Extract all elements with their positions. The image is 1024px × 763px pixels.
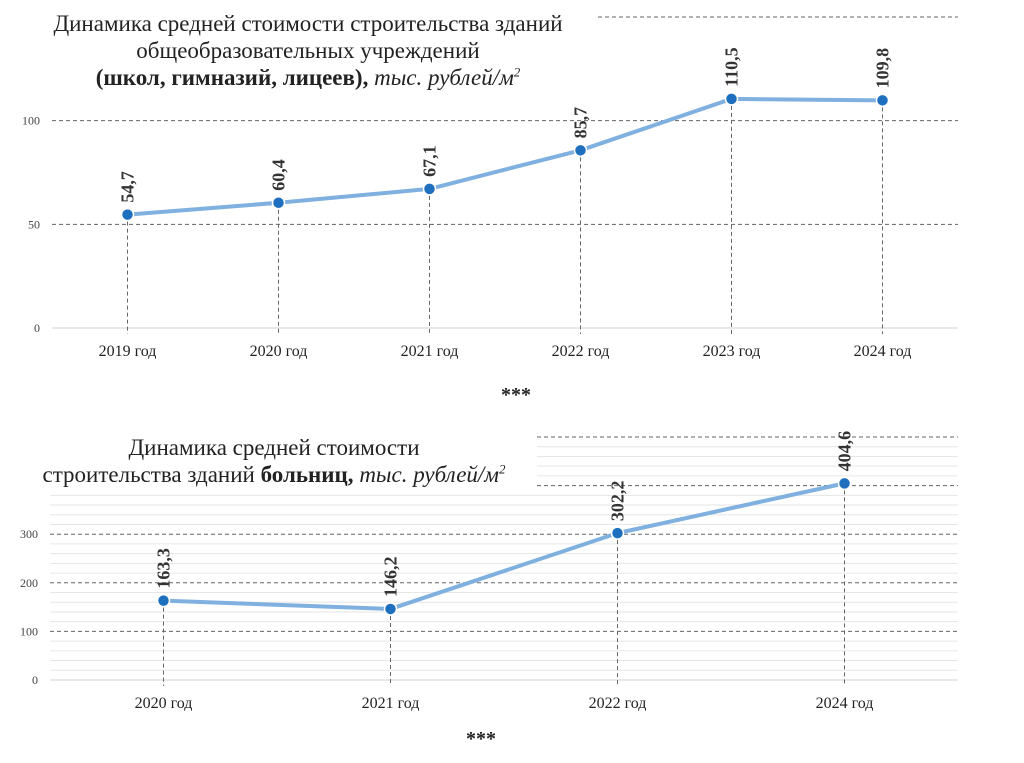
chart-schools-series-line — [125, 96, 885, 217]
chart-hospitals-series-line — [161, 481, 847, 611]
chart-schools-y-tick: 0 — [34, 321, 40, 335]
chart-schools-title-line3: (школ, гимназий, лицеев), тыс. рублей/м2 — [22, 64, 594, 91]
separator-2: *** — [466, 728, 496, 750]
chart-hospitals-data-point — [383, 602, 398, 616]
chart-schools-data-label: 85,7 — [571, 107, 591, 139]
chart-schools-data-label: 54,7 — [118, 171, 138, 203]
chart-schools-title-sup: 2 — [513, 64, 521, 80]
chart-schools-data-point — [120, 207, 135, 222]
separator-1: *** — [501, 384, 531, 406]
chart-hospitals-title-unit: тыс. рублей/м — [359, 462, 499, 488]
chart-schools-data-point — [271, 196, 286, 210]
chart-schools: 0 50 100 2019 год 2020 год 2021 год 2022 год 20… — [22, 16, 958, 360]
chart-hospitals-y-tick: 100 — [20, 624, 38, 638]
chart-schools-title: Динамика средней стоимости строительства… — [20, 10, 596, 96]
chart-hospitals-y-tick: 0 — [32, 673, 38, 687]
chart-schools-data-label: 110,5 — [722, 47, 742, 87]
chart-hospitals-data-point — [156, 593, 171, 608]
chart-hospitals-title-line1: Динамика средней стоимости — [128, 435, 420, 460]
chart-schools-category-label: 2022 год — [552, 343, 610, 360]
chart-hospitals-title-bold: больниц, — [260, 462, 354, 488]
chart-hospitals-y-tick: 200 — [20, 576, 38, 590]
chart-hospitals-category-label: 2021 год — [362, 695, 420, 712]
chart-schools-y-tick: 50 — [28, 217, 40, 231]
chart-hospitals-title-plain: строительства зданий — [42, 462, 261, 488]
chart-hospitals-data-label: 146,2 — [381, 556, 401, 597]
chart-schools-title-bold: (школ, гимназий, лицеев), — [95, 65, 369, 91]
chart-hospitals: 0 100 200 300 2020 год 2021 год 2022 год 2024 г… — [20, 431, 958, 712]
chart-hospitals-title: Динамика средней стоимости строительства… — [14, 434, 534, 493]
chart-schools-data-label: 109,8 — [873, 48, 893, 89]
chart-schools-category-label: 2023 год — [703, 343, 761, 360]
chart-schools-category-label: 2019 год — [99, 343, 157, 360]
chart-hospitals-data-point — [610, 526, 625, 540]
chart-hospitals-category-label: 2024 год — [816, 695, 874, 712]
chart-schools-title-line2: общеобразовательных учреждений — [136, 38, 480, 64]
chart-hospitals-data-point — [837, 476, 852, 491]
chart-schools-data-label: 60,4 — [269, 159, 289, 191]
chart-hospitals-y-tick: 300 — [20, 527, 38, 541]
chart-schools-title-line1: Динамика средней стоимости строительства… — [53, 11, 563, 36]
chart-schools-data-point — [422, 182, 437, 196]
chart-schools-data-point — [573, 143, 588, 158]
chart-schools-category-label: 2024 год — [854, 343, 912, 360]
chart-hospitals-title-sup: 2 — [499, 461, 506, 477]
chart-hospitals-data-label: 163,3 — [154, 548, 174, 589]
chart-hospitals-data-label: 404,6 — [835, 431, 855, 472]
chart-schools-title-unit: тыс. рублей/м — [374, 65, 514, 91]
chart-schools-data-point — [724, 92, 739, 106]
chart-schools-data-point — [875, 93, 890, 108]
chart-hospitals-category-label: 2020 год — [135, 695, 193, 712]
chart-hospitals-data-label: 302,2 — [608, 481, 628, 522]
chart-schools-category-label: 2020 год — [250, 343, 308, 360]
chart-hospitals-title-line2: строительства зданий больниц, тыс. рубле… — [16, 461, 532, 488]
chart-schools-category-label: 2021 год — [401, 343, 459, 360]
chart-schools-data-label: 67,1 — [420, 145, 440, 177]
chart-hospitals-category-label: 2022 год — [589, 695, 647, 712]
chart-schools-y-tick: 100 — [22, 114, 40, 128]
